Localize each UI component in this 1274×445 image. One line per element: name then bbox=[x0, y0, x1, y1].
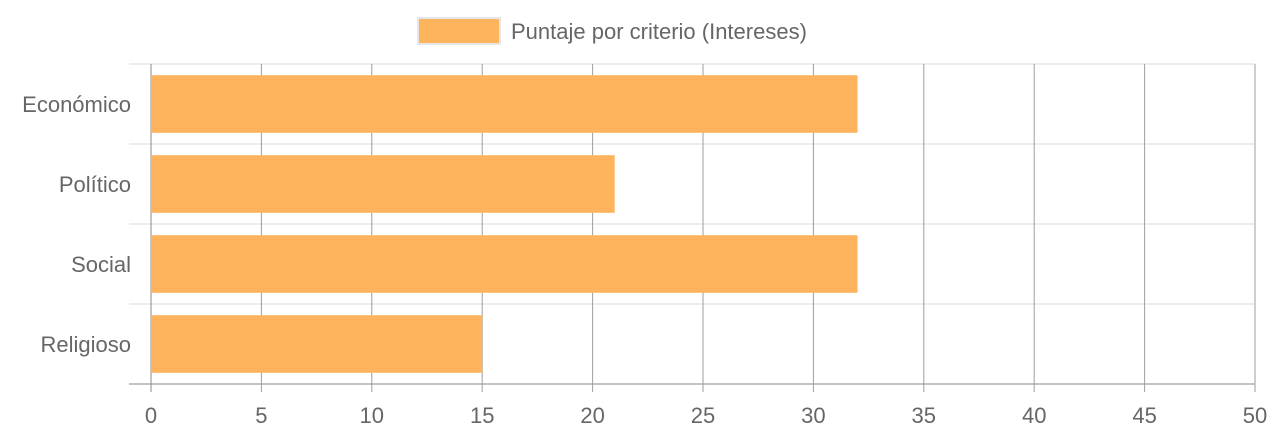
y-axis-labels: Económico Político Social Religioso bbox=[22, 92, 131, 357]
bar[interactable] bbox=[151, 75, 858, 133]
bar[interactable] bbox=[151, 155, 615, 213]
category-label: Político bbox=[59, 172, 131, 197]
legend-label: Puntaje por criterio (Intereses) bbox=[511, 19, 807, 44]
category-label: Social bbox=[71, 252, 131, 277]
category-label: Religioso bbox=[41, 332, 132, 357]
bar[interactable] bbox=[151, 315, 483, 373]
legend[interactable]: Puntaje por criterio (Intereses) bbox=[417, 17, 807, 45]
x-axis-labels: 0 5 10 15 20 25 30 35 40 45 50 bbox=[145, 403, 1267, 428]
x-tick-label: 0 bbox=[145, 403, 157, 428]
x-tick-label: 10 bbox=[360, 403, 384, 428]
x-tick-label: 5 bbox=[255, 403, 267, 428]
bar[interactable] bbox=[151, 235, 858, 293]
x-tick-label: 30 bbox=[801, 403, 825, 428]
x-tick-label: 20 bbox=[580, 403, 604, 428]
x-tick-label: 45 bbox=[1132, 403, 1156, 428]
x-tick-label: 40 bbox=[1022, 403, 1046, 428]
x-tick-label: 15 bbox=[470, 403, 494, 428]
x-tick-label: 50 bbox=[1243, 403, 1267, 428]
legend-swatch bbox=[417, 17, 501, 45]
bars bbox=[151, 75, 858, 373]
x-tick-label: 25 bbox=[691, 403, 715, 428]
category-label: Económico bbox=[22, 92, 131, 117]
x-tick-label: 35 bbox=[912, 403, 936, 428]
